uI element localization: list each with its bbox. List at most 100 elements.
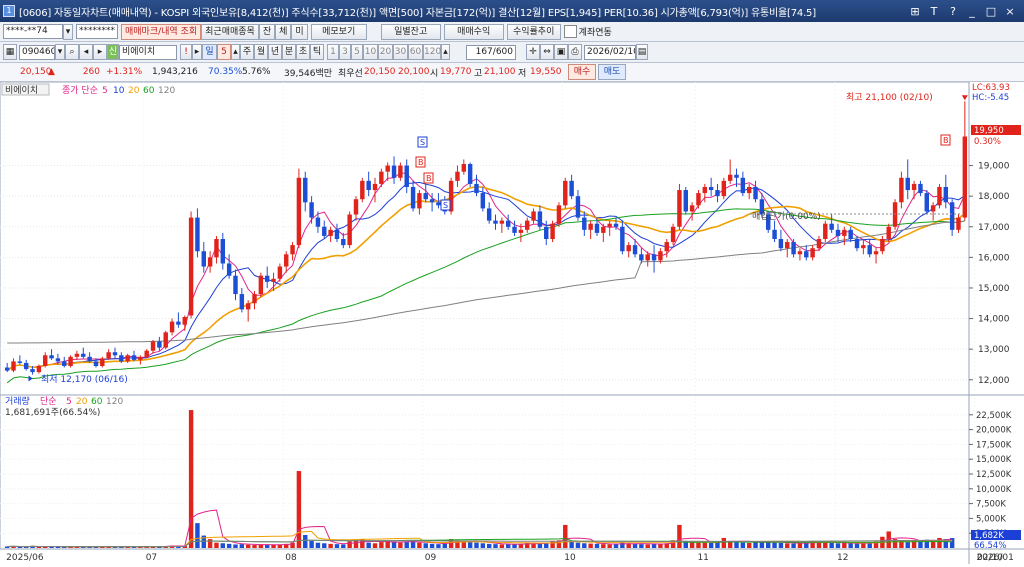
minimize-icon[interactable]: _ <box>969 4 975 18</box>
daily-balance-button[interactable]: 일별잔고 <box>380 23 441 40</box>
n-button-60[interactable]: 60 <box>408 44 423 60</box>
trade-mark-query-button[interactable]: 매매마크/내역 조회 <box>121 23 202 40</box>
change-percent: +1.31% <box>106 67 143 77</box>
volume-bar <box>766 542 771 548</box>
period-tick-button[interactable]: 틱 <box>310 44 324 60</box>
next-stock-icon[interactable]: ▸ <box>93 44 107 60</box>
return-trend-button[interactable]: 수익률추이 <box>506 23 561 40</box>
candle-body <box>264 275 270 282</box>
candle-body <box>702 186 708 194</box>
volume-bar <box>214 542 219 548</box>
volume-bar <box>943 539 949 548</box>
last-price-label: 19,950 <box>974 126 1004 136</box>
sell-button[interactable]: 매도 <box>598 64 626 80</box>
title-bar: 1 [0606] 자동일자차트(매매내역) - KOSPI 외국인보유[8,41… <box>0 0 1024 22</box>
trade-profit-button[interactable]: 매매수익 <box>443 23 504 40</box>
period-month-button[interactable]: 월 <box>254 44 268 60</box>
volume-bar <box>632 543 638 548</box>
volume-legend-ma: 단순 <box>40 396 57 407</box>
calendar-icon[interactable]: ▤ <box>636 44 648 60</box>
period-second-button[interactable]: 초 <box>296 44 310 60</box>
recent-trades-button[interactable]: 최근매매종목 <box>201 23 259 40</box>
count-field[interactable]: 167/600 <box>466 44 516 60</box>
help-icon[interactable]: ? <box>950 4 956 18</box>
n-button-30[interactable]: 30 <box>393 44 408 60</box>
n-button-3[interactable]: 3 <box>339 44 351 60</box>
volume-bar <box>861 543 866 548</box>
zoom-icon[interactable]: ⇔ <box>540 44 554 60</box>
account-link-checkbox[interactable] <box>563 25 577 38</box>
text-icon[interactable]: T <box>930 4 938 18</box>
max-arrow-icon <box>961 95 968 101</box>
date-field[interactable]: 2026/02/10 <box>584 44 636 60</box>
n-spin-icon[interactable]: ▴ <box>441 44 450 60</box>
candle-body <box>632 245 638 255</box>
volume-bar <box>601 544 606 548</box>
balance-button[interactable]: 잔 <box>258 23 276 40</box>
candle-body <box>531 211 536 221</box>
password-field[interactable]: ******** <box>76 24 118 39</box>
candle-body <box>36 365 42 373</box>
low-label: 저 <box>518 68 527 79</box>
period-minute-button[interactable]: 분 <box>282 44 296 60</box>
candle-body <box>226 263 232 276</box>
candle-body <box>797 251 803 255</box>
n-button-120[interactable]: 120 <box>423 44 441 60</box>
memo-button[interactable]: 메모보기 <box>310 23 367 40</box>
chart-svg[interactable]: 12,000 13,000 14,000 15,000 16,000 17,000 18,0… <box>0 81 1024 564</box>
alert-icon[interactable]: ! <box>180 44 192 60</box>
grid-icon[interactable]: ⊞ <box>910 4 920 18</box>
ma-legend-5: 5 <box>102 86 108 96</box>
period-spin-icon[interactable]: ▴ <box>231 44 240 60</box>
candle-body <box>715 190 720 197</box>
stock-code-field[interactable]: 090460 <box>19 44 55 60</box>
volume-bar <box>823 542 828 548</box>
window-title: [0606] 자동일자차트(매매내역) - KOSPI 외국인보유[8,412(… <box>19 7 816 19</box>
pin-icon[interactable]: ▸ <box>192 44 202 60</box>
candle-body <box>157 341 162 348</box>
volume-bar <box>854 543 860 548</box>
period-week-button[interactable]: 주 <box>240 44 254 60</box>
search-icon[interactable]: ⌕ <box>65 44 79 60</box>
candle-body <box>924 193 929 212</box>
candle-body <box>30 369 35 373</box>
candle-body <box>486 208 492 221</box>
save-icon[interactable]: ▣ <box>554 44 568 60</box>
volume-bar <box>886 531 891 548</box>
candle-body <box>398 165 403 178</box>
candle-body <box>93 361 99 366</box>
period-value-field[interactable]: 5 <box>217 44 231 60</box>
unfilled-button[interactable]: 미 <box>291 23 308 40</box>
print-icon[interactable]: ⎙ <box>568 44 582 60</box>
close-icon[interactable]: × <box>1005 4 1015 18</box>
volume-bar <box>651 543 657 548</box>
n-button-20[interactable]: 20 <box>378 44 393 60</box>
chart-area[interactable]: 12,000 13,000 14,000 15,000 16,000 17,000 18,0… <box>0 81 1024 564</box>
n-button-10[interactable]: 10 <box>363 44 378 60</box>
date-tick-label: 08 <box>285 553 297 563</box>
volume-bar <box>417 542 422 548</box>
volume-bars <box>4 410 955 548</box>
buy-button[interactable]: 매수 <box>568 64 596 80</box>
volume-bar <box>233 544 238 548</box>
code-dropdown-icon[interactable]: ▾ <box>55 44 65 60</box>
period-year-button[interactable]: 년 <box>268 44 282 60</box>
open-price: 19,770 <box>440 67 472 77</box>
account-field[interactable]: ****-**74 <box>3 24 63 39</box>
buy-mark-2: B <box>423 172 434 184</box>
n-button-1[interactable]: 1 <box>327 44 339 60</box>
prev-stock-icon[interactable]: ◂ <box>79 44 93 60</box>
period-day-button[interactable]: 일 <box>202 44 217 60</box>
crosshair-icon[interactable]: ✛ <box>526 44 540 60</box>
account-dropdown-icon[interactable]: ▾ <box>63 23 73 40</box>
volume-bar <box>664 543 669 548</box>
volume-bar <box>607 544 612 548</box>
filled-button[interactable]: 체 <box>275 23 292 40</box>
sell-mark-1-text: S <box>420 138 425 147</box>
n-button-5[interactable]: 5 <box>351 44 363 60</box>
volume-bar <box>138 546 143 548</box>
layout-icon[interactable]: ▦ <box>3 44 17 60</box>
candle-body <box>746 186 752 194</box>
candle-body <box>207 257 213 267</box>
maximize-icon[interactable]: □ <box>985 4 997 18</box>
